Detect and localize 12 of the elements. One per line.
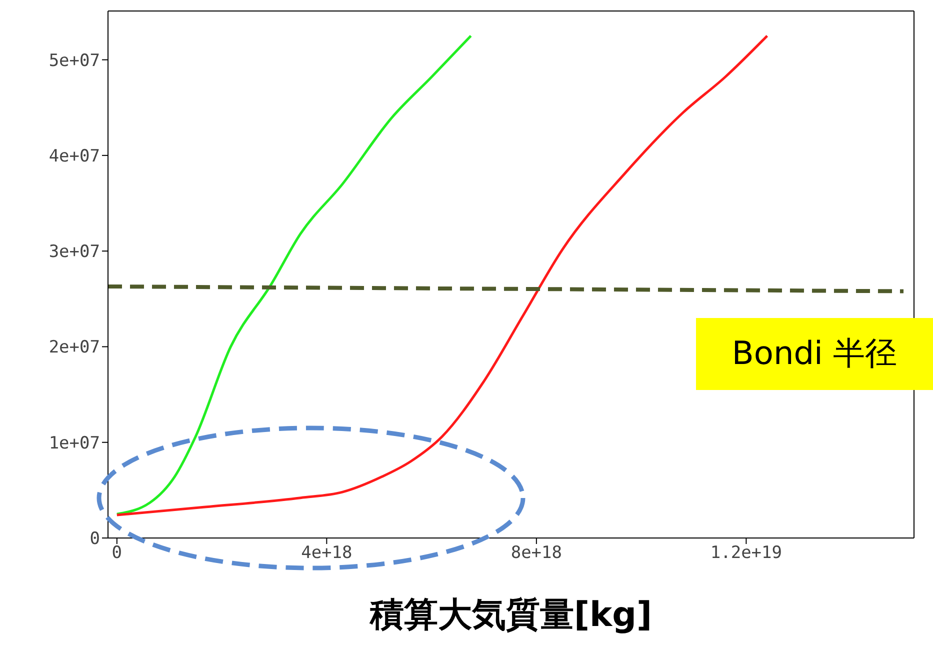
annotation: Bondi 半径 [696,318,933,390]
y-tick-label: 1e+07 [48,433,100,454]
y-tick-label: 4e+07 [48,146,100,166]
x-tick-label: 0 [112,543,122,564]
y-tick-label: 5e+07 [48,50,100,71]
x-tick-label: 4e+18 [301,543,352,564]
x-tick-label: 1.2e+19 [710,543,782,564]
y-tick-label: 0 [90,529,100,550]
y-tick-label: 3e+07 [48,242,100,262]
x-axis-title: 積算大気質量[kg] [368,595,652,635]
x-tick-label: 8e+18 [510,543,562,564]
y-tick-label: 2e+07 [48,338,100,358]
